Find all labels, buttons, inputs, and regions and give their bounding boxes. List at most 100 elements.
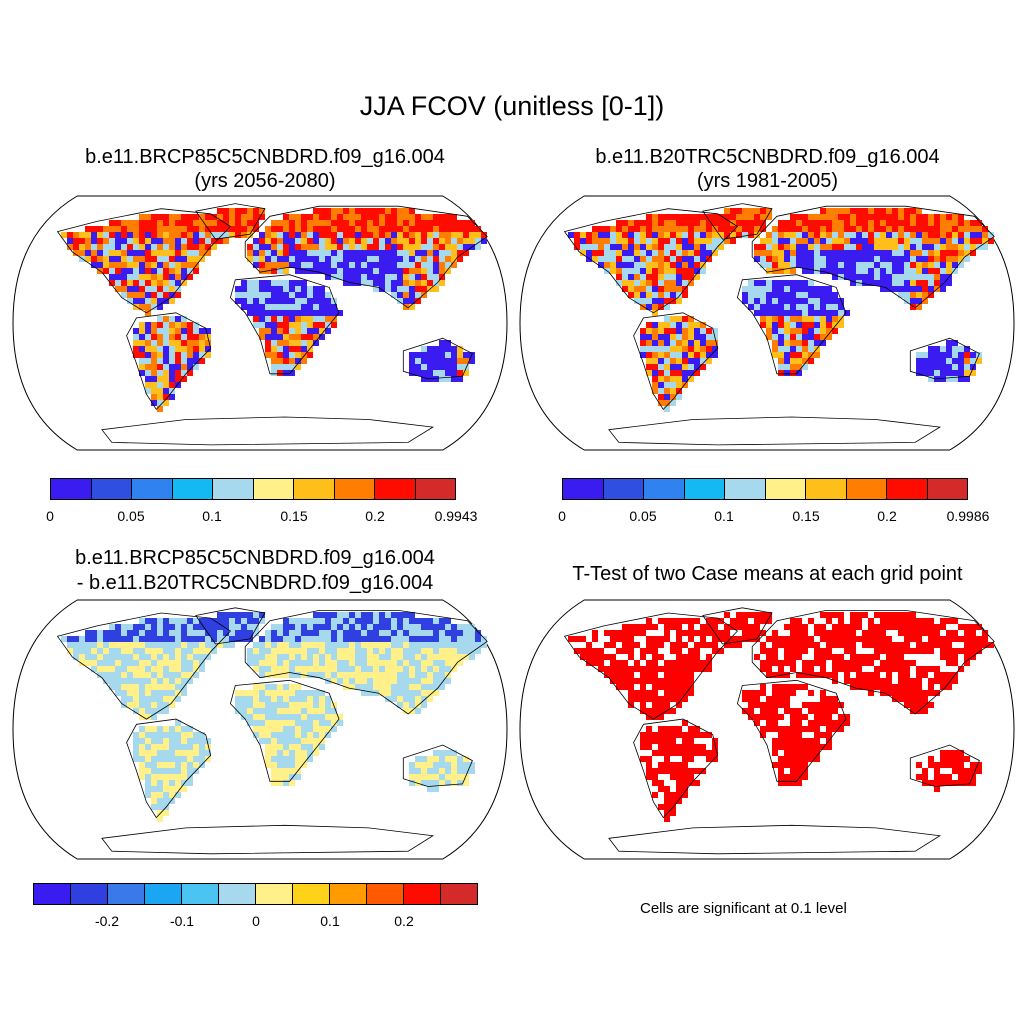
map-cell [928,672,934,678]
map-cell [886,648,892,654]
map-cell [151,624,157,630]
map-cell [475,244,481,250]
map-cell [301,762,307,768]
map-cell [676,642,682,648]
map-cell [952,250,958,256]
map-cell [157,358,163,364]
map-cell [277,666,283,672]
map-cell [658,364,664,370]
map-cell [253,726,259,732]
map-cell [844,660,850,666]
colorbar-swatch [71,884,108,904]
map-cell [415,244,421,250]
map-cell [664,684,670,690]
map-cell [163,810,169,816]
map-cell [856,630,862,636]
map-cell [265,756,271,762]
map-cell [85,630,91,636]
map-cell [325,322,331,328]
map-cell [922,298,928,304]
map-cell [760,316,766,322]
map-cell [175,250,181,256]
map-cell [169,352,175,358]
map-cell [616,672,622,678]
map-cell [778,220,784,226]
map-cell [157,750,163,756]
map-cell [952,756,958,762]
map-cell [247,660,253,666]
map-cell [940,774,946,780]
colorbar-tick-label: 0.2 [365,508,385,524]
map-cell [415,696,421,702]
map-cell [421,244,427,250]
map-cell [271,286,277,292]
map-cell [127,286,133,292]
map-cell [367,624,373,630]
map-cell [802,244,808,250]
map-cell [451,238,457,244]
map-cell [97,654,103,660]
map-cell [163,654,169,660]
map-cell [778,660,784,666]
map-cell [664,232,670,238]
map-cell [682,328,688,334]
map-cell [295,732,301,738]
map-cell [451,750,457,756]
map-cell [283,630,289,636]
map-cell [904,250,910,256]
map-cell [277,262,283,268]
map-cell [652,738,658,744]
map-cell [610,678,616,684]
map-cell [271,720,277,726]
map-cell [898,256,904,262]
map-cell [820,268,826,274]
map-cell [187,768,193,774]
map-cell [367,238,373,244]
map-cell [421,250,427,256]
map-cell [676,370,682,376]
map-cell [295,774,301,780]
map-cell [433,642,439,648]
map-cell [163,702,169,708]
map-cell [832,214,838,220]
map-cell [838,636,844,642]
map-cell [91,666,97,672]
map-cell [403,304,409,310]
map-cell [892,262,898,268]
map-cell [580,238,586,244]
map-cell [706,346,712,352]
map-cell [868,250,874,256]
map-cell [403,214,409,220]
map-cell [175,346,181,352]
map-cell [682,238,688,244]
map-cell [694,214,700,220]
map-cell [343,642,349,648]
map-cell [652,214,658,220]
map-cell [133,280,139,286]
map-cell [592,660,598,666]
map-cell [688,654,694,660]
map-cell [283,702,289,708]
map-cell [592,238,598,244]
map-cell [658,274,664,280]
map-cell [838,226,844,232]
map-cell [289,280,295,286]
map-cell [832,702,838,708]
map-cell [163,732,169,738]
map-cell [958,666,964,672]
map-cell [265,666,271,672]
map-cell [295,250,301,256]
map-cell [856,660,862,666]
map-cell [163,666,169,672]
map-cell [736,624,742,630]
map-cell [658,762,664,768]
map-cell [157,214,163,220]
map-cell [199,220,205,226]
map-cell [289,654,295,660]
map-cell [349,244,355,250]
map-cell [940,352,946,358]
map-cell [856,226,862,232]
map-cell [838,678,844,684]
map-cell [838,726,844,732]
map-cell [616,660,622,666]
